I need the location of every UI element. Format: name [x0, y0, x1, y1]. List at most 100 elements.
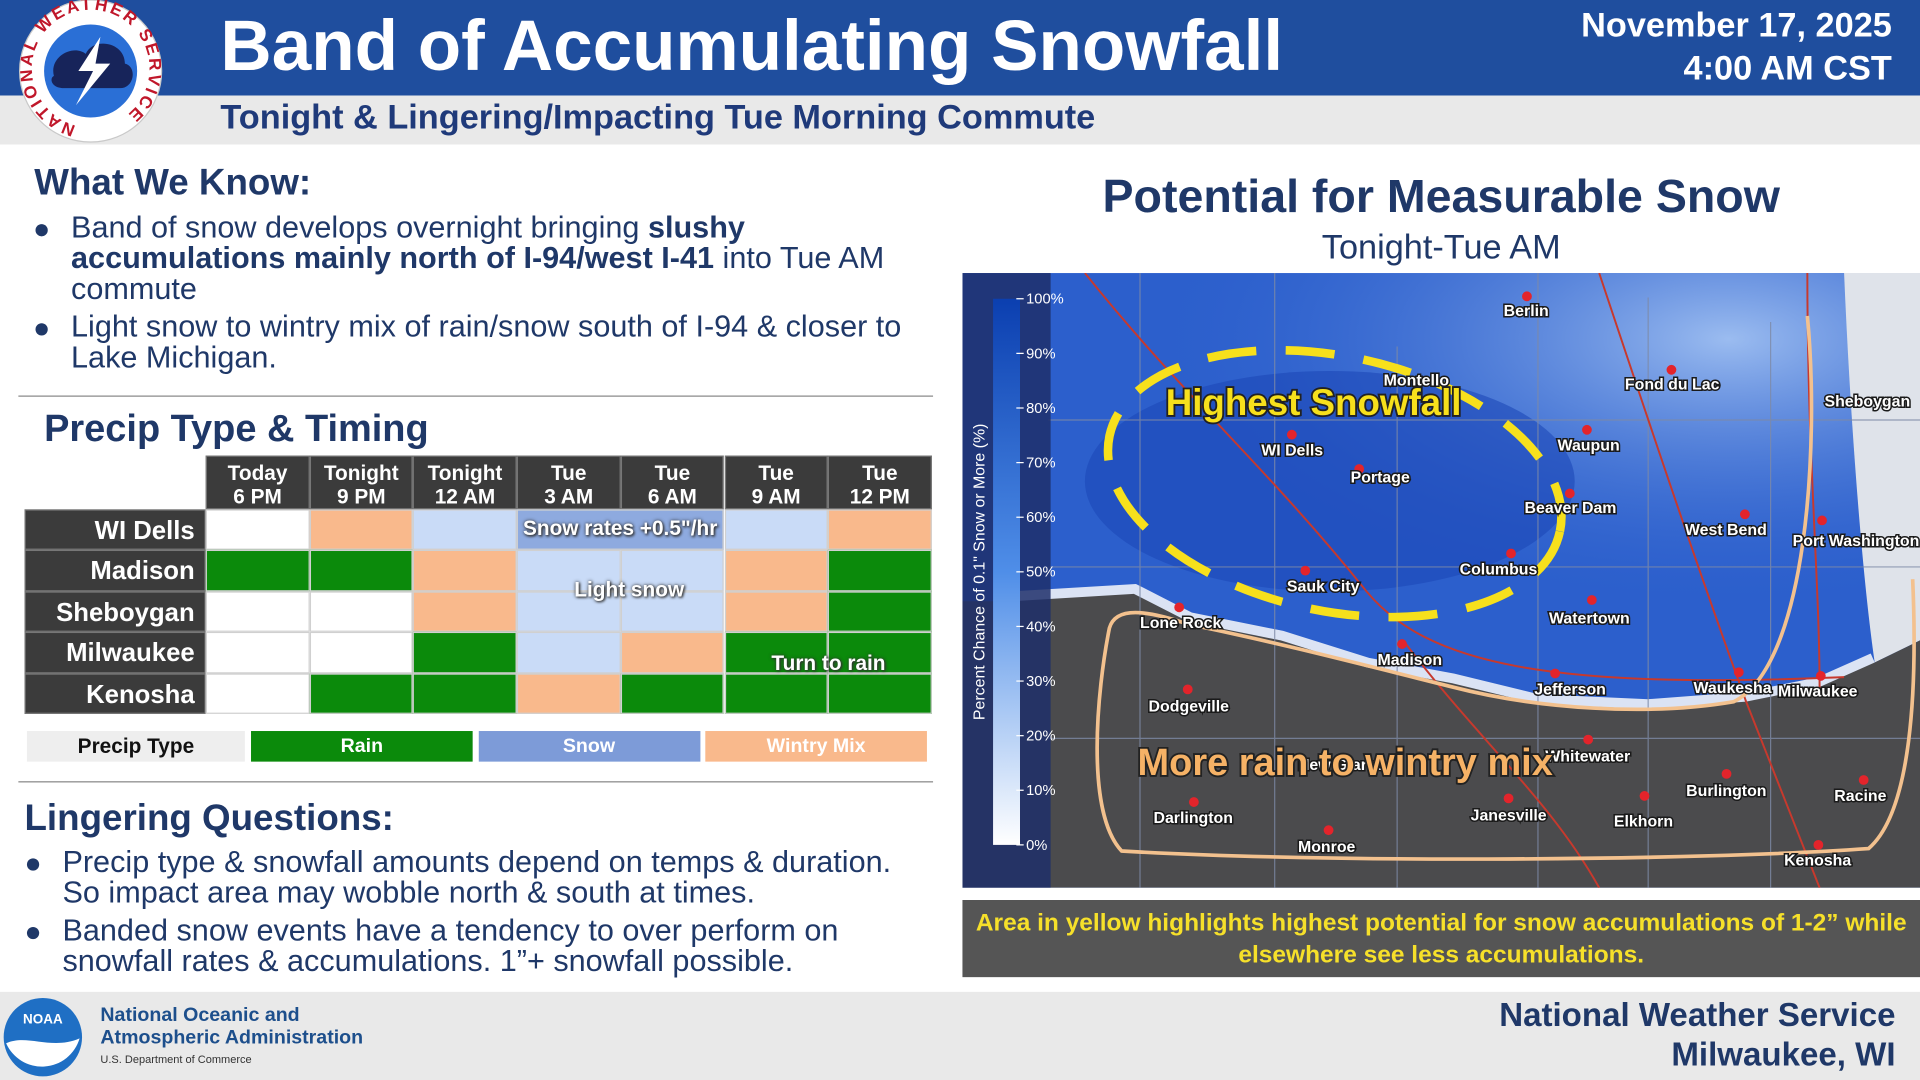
- divider: [18, 781, 934, 783]
- city-label: Lone Rock: [1140, 615, 1221, 632]
- precip-cell: [516, 632, 621, 673]
- table-note: Light snow: [574, 577, 685, 602]
- city-dot: [1397, 639, 1407, 649]
- precip-cell: [620, 672, 725, 714]
- city-dot: [1354, 464, 1365, 474]
- precip-cell: [205, 632, 310, 673]
- legend-item: Snow: [478, 731, 700, 762]
- text-run: into Tue AM commute: [71, 241, 885, 307]
- city-label: Port Washington: [1793, 533, 1920, 550]
- noaa-logo: NOAA: [3, 997, 83, 1077]
- city-label: Fond du Lac: [1625, 376, 1720, 393]
- column-time: 12 AM: [434, 484, 496, 509]
- text-run: Band of snow develops overnight bringing: [71, 210, 648, 245]
- city-label: Milwaukee: [1778, 684, 1858, 701]
- column-day: Tue: [758, 461, 794, 485]
- date: November 17, 2025: [1581, 6, 1892, 45]
- city-label: Jefferson: [1534, 681, 1606, 698]
- precip-cell: [827, 550, 932, 592]
- colorbar-tick-label: 0%: [1026, 838, 1047, 854]
- precip-cell: [413, 550, 517, 592]
- city-label: Montello: [1384, 373, 1450, 390]
- city-label: Elkhorn: [1614, 814, 1673, 831]
- city-dot: [1666, 364, 1677, 375]
- column-day: Tue: [550, 461, 587, 485]
- precip-cell: [827, 632, 932, 673]
- precip-cell: [827, 509, 932, 551]
- lingering-bullet: Precip type & snowfall amounts depend on…: [26, 847, 931, 908]
- precip-cell: [205, 509, 310, 551]
- know-bullet: Band of snow develops overnight bringing…: [35, 210, 916, 307]
- precip-cell: [827, 591, 932, 633]
- column-day: Today: [227, 461, 288, 485]
- text-run: Light snow to wintry mix of rain/snow so…: [71, 309, 902, 375]
- city-dot: [1182, 684, 1193, 695]
- city-dot: [1503, 793, 1514, 804]
- city-label: Janesville: [1471, 807, 1547, 824]
- colorbar-tick-label: 20%: [1026, 729, 1055, 745]
- city-dot: [1506, 548, 1516, 559]
- city-label: Darlington: [1153, 810, 1233, 827]
- precip-cell: [724, 591, 828, 633]
- city-dot: [1349, 760, 1360, 771]
- snow-rate-band: [516, 509, 725, 551]
- precip-cell: [309, 509, 414, 551]
- precip-cell: [309, 550, 414, 592]
- city-label: Kenosha: [1784, 853, 1851, 870]
- know-heading: What We Know:: [34, 162, 312, 204]
- map-title: Potential for Measurable Snow: [1102, 171, 1780, 223]
- city-label: Waukesha: [1693, 680, 1771, 697]
- snow-map: Percent Chance of 0.1" Snow or More (%) …: [962, 273, 1920, 888]
- city-label: West Bend: [1685, 522, 1767, 539]
- rain-area: [962, 593, 1920, 888]
- column-day: Tue: [862, 461, 898, 485]
- city-label: Burlington: [1686, 783, 1766, 800]
- subtitle: Tonight & Lingering/Impacting Tue Mornin…: [220, 97, 1096, 136]
- row-name: Madison: [24, 550, 206, 592]
- city-label: Dodgeville: [1149, 698, 1230, 715]
- precip-cell: [413, 672, 517, 714]
- colorbar-tick-label: 50%: [1026, 565, 1055, 581]
- precip-cell: [516, 591, 621, 633]
- table-note: Turn to rain: [771, 651, 886, 675]
- noaa-logo-text: NOAA: [23, 1012, 63, 1027]
- colorbar-tick-label: 30%: [1026, 674, 1055, 690]
- table-note: Snow rates +0.5"/hr: [522, 516, 718, 541]
- time: 4:00 AM CST: [1683, 48, 1892, 87]
- precip-cell: [309, 632, 414, 673]
- precip-cell: [724, 672, 828, 714]
- city-dot: [1858, 775, 1869, 785]
- city-dot: [1174, 602, 1185, 613]
- column-header: Tonight 12 AM: [413, 455, 517, 510]
- row-name: Milwaukee: [24, 632, 206, 673]
- colorbar: [993, 298, 1021, 845]
- colorbar-tick-label: 80%: [1026, 401, 1055, 417]
- lingering-heading: Lingering Questions:: [24, 798, 394, 839]
- colorbar-tick-label: 10%: [1026, 783, 1055, 799]
- map-caption: Area in yellow highlights highest potent…: [962, 900, 1920, 978]
- precip-cell: [724, 632, 828, 673]
- city-dot: [1815, 671, 1826, 681]
- footer-bar: [0, 991, 1920, 1080]
- city-label: Sauk City: [1287, 578, 1360, 595]
- column-time: 6 AM: [647, 484, 697, 509]
- column-header: Tue 6 AM: [620, 455, 725, 510]
- precip-cell: [620, 632, 725, 673]
- map-subtitle: Tonight-Tue AM: [1321, 227, 1561, 266]
- precip-cell: [413, 509, 517, 551]
- precip-cell: [205, 550, 310, 592]
- row-name: Kenosha: [24, 672, 206, 714]
- precip-cell: [516, 672, 621, 714]
- column-header: Tue 9 AM: [724, 455, 828, 510]
- office: National Weather Service: [1499, 996, 1896, 1034]
- colorbar-tick-label: 100%: [1026, 292, 1064, 308]
- precip-cell: [620, 550, 725, 592]
- lingering-bullet: Banded snow events have a tendency to ov…: [26, 915, 931, 977]
- column-time: 9 AM: [751, 484, 801, 509]
- city-dot: [1300, 565, 1311, 576]
- city-label: WI Dells: [1261, 443, 1323, 460]
- column-time: 9 PM: [336, 484, 386, 509]
- column-time: 12 PM: [849, 484, 910, 509]
- precip-cell: [309, 591, 414, 633]
